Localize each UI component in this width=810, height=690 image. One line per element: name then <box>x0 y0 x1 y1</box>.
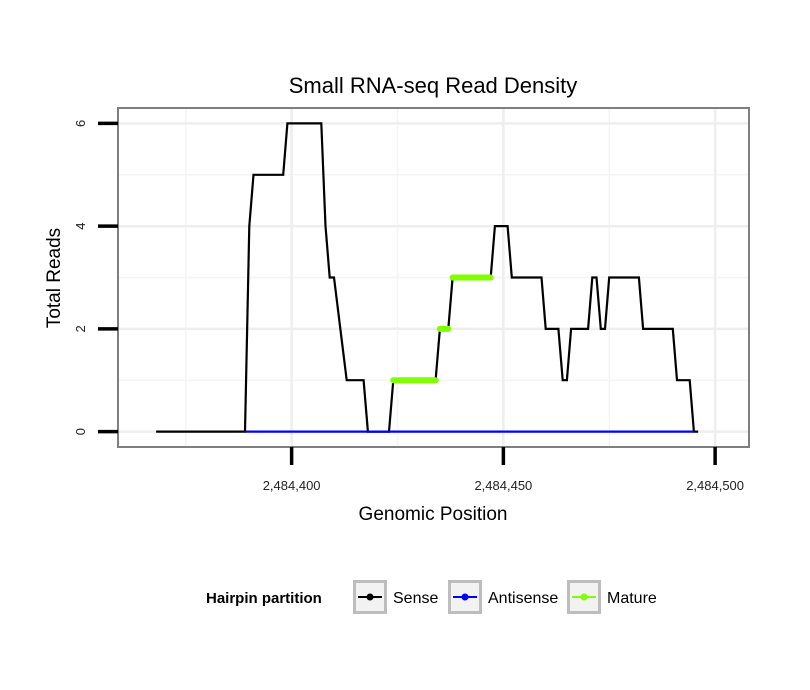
y-tick-label: 4 <box>73 223 88 230</box>
x-tick-label: 2,484,500 <box>686 478 744 493</box>
legend-label: Mature <box>607 590 657 607</box>
legend-label: Antisense <box>488 590 558 607</box>
chart-title: Small RNA-seq Read Density <box>289 73 578 98</box>
legend: Hairpin partition Sense Antisense Mature <box>206 580 657 614</box>
panel-border <box>117 107 750 448</box>
y-axis-title: Total Reads <box>44 228 65 328</box>
legend-item-mature: Mature <box>567 580 657 614</box>
x-tick-label: 2,484,400 <box>263 478 321 493</box>
y-tick-label: 0 <box>73 428 88 435</box>
legend-label: Sense <box>393 590 438 607</box>
axes: 2,484,400 2,484,450 2,484,500 0 2 4 6 <box>73 120 744 493</box>
legend-title: Hairpin partition <box>206 590 322 607</box>
legend-entries: Sense Antisense Mature <box>353 580 657 614</box>
legend-key-dot <box>461 593 469 601</box>
series-line-sense <box>156 122 699 433</box>
grid <box>118 108 749 447</box>
legend-key-dot <box>580 593 588 601</box>
y-tick-label: 6 <box>73 120 88 127</box>
plot-area <box>156 122 699 433</box>
y-tick-label: 2 <box>73 325 88 332</box>
legend-item-antisense: Antisense <box>448 580 558 614</box>
legend-key-dot <box>366 593 374 601</box>
x-axis-title: Genomic Position <box>359 504 508 525</box>
legend-item-sense: Sense <box>353 580 438 614</box>
x-tick-label: 2,484,450 <box>474 478 532 493</box>
